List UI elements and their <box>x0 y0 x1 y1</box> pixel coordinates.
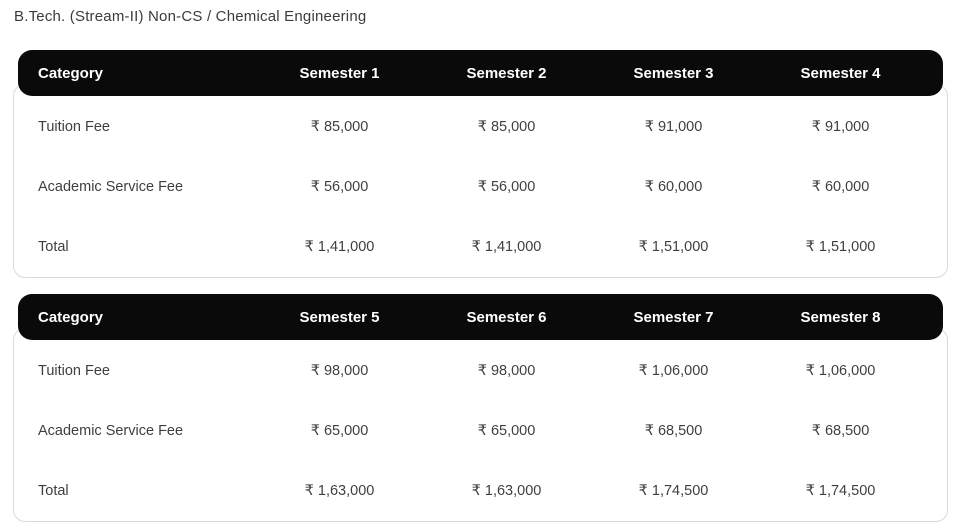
table-header: Category Semester 5 Semester 6 Semester 7 Se… <box>18 294 943 340</box>
row-category-label: Tuition Fee <box>38 119 110 135</box>
fee-table-card: Category Semester 5 Semester 6 Semester 7 Se… <box>13 294 948 522</box>
column-header-semester: Semester 6 <box>466 308 547 326</box>
fee-amount: ₹ 91,000 <box>644 119 703 135</box>
table-header: Category Semester 1 Semester 2 Semester 3 Se… <box>18 50 943 96</box>
table-row: Academic Service Fee ₹ 65,000 ₹ 65,000 ₹ 68… <box>14 401 947 461</box>
table-row: Tuition Fee ₹ 85,000 ₹ 85,000 ₹ 91,000 ₹ 91,… <box>14 97 947 157</box>
column-header-semester: Semester 1 <box>299 64 380 82</box>
row-category-label: Total <box>38 483 69 499</box>
table-row: Total ₹ 1,63,000 ₹ 1,63,000 ₹ 1,74,500 ₹ 1,7… <box>14 461 947 521</box>
fee-table-card: Category Semester 1 Semester 2 Semester 3 Se… <box>13 50 948 278</box>
column-header-semester: Semester 5 <box>299 308 380 326</box>
fee-amount: ₹ 68,500 <box>811 423 870 439</box>
fee-amount: ₹ 1,63,000 <box>471 483 542 499</box>
column-header-category: Category <box>38 64 104 82</box>
fee-amount: ₹ 1,06,000 <box>638 363 709 379</box>
fee-amount: ₹ 1,51,000 <box>805 239 876 255</box>
table-body: Tuition Fee ₹ 98,000 ₹ 98,000 ₹ 1,06,000 ₹ 1… <box>13 328 948 522</box>
fee-amount: ₹ 68,500 <box>644 423 703 439</box>
fee-amount: ₹ 1,06,000 <box>805 363 876 379</box>
fee-amount: ₹ 1,74,500 <box>638 483 709 499</box>
column-header-semester: Semester 3 <box>633 64 714 82</box>
fee-amount: ₹ 91,000 <box>811 119 870 135</box>
table-row: Tuition Fee ₹ 98,000 ₹ 98,000 ₹ 1,06,000 ₹ 1… <box>14 341 947 401</box>
column-header-category: Category <box>38 308 104 326</box>
table-body: Tuition Fee ₹ 85,000 ₹ 85,000 ₹ 91,000 ₹ 91,… <box>13 84 948 278</box>
table-row: Total ₹ 1,41,000 ₹ 1,41,000 ₹ 1,51,000 ₹ 1,5… <box>14 217 947 277</box>
row-category-label: Academic Service Fee <box>38 423 184 439</box>
fee-amount: ₹ 1,63,000 <box>304 483 375 499</box>
fee-amount: ₹ 60,000 <box>644 179 703 195</box>
tables-container: Category Semester 1 Semester 2 Semester 3 Se… <box>13 50 948 522</box>
table-row: Academic Service Fee ₹ 56,000 ₹ 56,000 ₹ 60… <box>14 157 947 217</box>
row-category-label: Total <box>38 239 69 255</box>
row-category-label: Academic Service Fee <box>38 179 184 195</box>
page-title: B.Tech. (Stream-II) Non-CS / Chemical En… <box>14 8 367 25</box>
fee-amount: ₹ 85,000 <box>310 119 369 135</box>
fee-amount: ₹ 98,000 <box>477 363 536 379</box>
fee-amount: ₹ 56,000 <box>310 179 369 195</box>
fee-amount: ₹ 60,000 <box>811 179 870 195</box>
column-header-semester: Semester 2 <box>466 64 547 82</box>
fee-amount: ₹ 65,000 <box>310 423 369 439</box>
column-header-semester: Semester 8 <box>800 308 881 326</box>
fee-amount: ₹ 56,000 <box>477 179 536 195</box>
fee-amount: ₹ 98,000 <box>310 363 369 379</box>
column-header-semester: Semester 4 <box>800 64 881 82</box>
fee-amount: ₹ 1,41,000 <box>304 239 375 255</box>
fee-amount: ₹ 1,74,500 <box>805 483 876 499</box>
fee-amount: ₹ 1,51,000 <box>638 239 709 255</box>
fee-amount: ₹ 65,000 <box>477 423 536 439</box>
fee-amount: ₹ 1,41,000 <box>471 239 542 255</box>
row-category-label: Tuition Fee <box>38 363 110 379</box>
fee-amount: ₹ 85,000 <box>477 119 536 135</box>
column-header-semester: Semester 7 <box>633 308 714 326</box>
